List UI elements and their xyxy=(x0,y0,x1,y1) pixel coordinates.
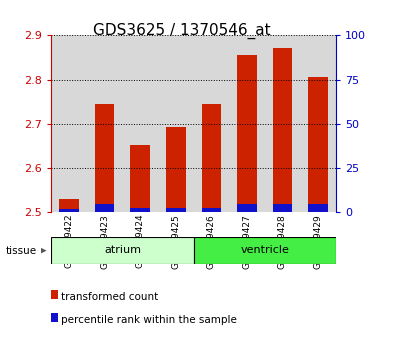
Bar xyxy=(122,35,158,212)
Bar xyxy=(237,55,257,212)
Bar xyxy=(87,35,122,212)
Bar xyxy=(300,35,336,212)
Bar xyxy=(130,145,150,212)
Bar xyxy=(201,104,221,212)
Bar xyxy=(308,78,328,212)
Bar xyxy=(130,208,150,212)
Bar xyxy=(95,204,115,212)
Text: ventricle: ventricle xyxy=(240,245,289,256)
Bar xyxy=(229,35,265,212)
Bar xyxy=(166,208,186,212)
Bar xyxy=(201,208,221,212)
Bar xyxy=(95,104,115,212)
Bar xyxy=(51,35,87,212)
Text: transformed count: transformed count xyxy=(61,292,158,302)
Bar xyxy=(273,48,292,212)
Bar xyxy=(158,35,194,212)
Bar xyxy=(194,35,229,212)
Bar xyxy=(59,199,79,212)
Text: tissue: tissue xyxy=(6,246,37,256)
Text: GDS3625 / 1370546_at: GDS3625 / 1370546_at xyxy=(93,23,271,39)
Bar xyxy=(237,204,257,212)
Text: atrium: atrium xyxy=(104,245,141,256)
Bar xyxy=(59,209,79,212)
Text: percentile rank within the sample: percentile rank within the sample xyxy=(61,315,237,325)
Bar xyxy=(265,35,300,212)
Bar xyxy=(166,127,186,212)
Bar xyxy=(51,237,194,264)
Bar xyxy=(308,204,328,212)
Bar xyxy=(273,204,292,212)
Bar xyxy=(194,237,336,264)
